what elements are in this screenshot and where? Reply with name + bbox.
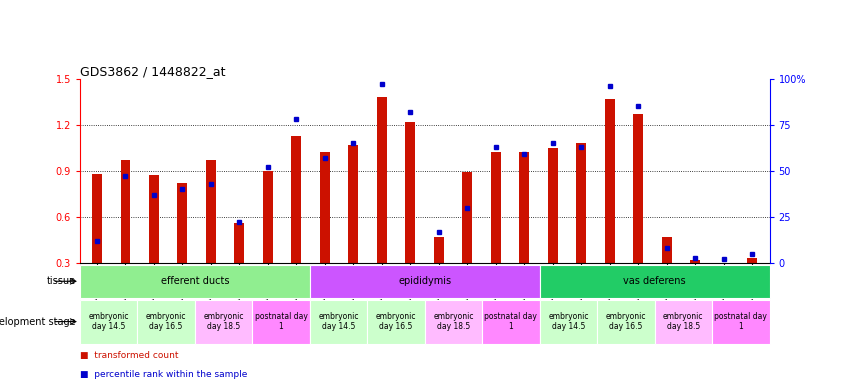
Bar xyxy=(540,265,770,298)
Text: postnatal day
1: postnatal day 1 xyxy=(255,312,308,331)
Text: epididymis: epididymis xyxy=(398,276,452,286)
Bar xyxy=(80,300,137,344)
Bar xyxy=(137,300,195,344)
Text: embryonic
day 18.5: embryonic day 18.5 xyxy=(433,312,473,331)
Text: embryonic
day 14.5: embryonic day 14.5 xyxy=(318,312,359,331)
Bar xyxy=(712,300,770,344)
Bar xyxy=(748,258,758,263)
Bar xyxy=(80,265,309,298)
Bar xyxy=(177,183,188,263)
Text: GDS3862 / 1448822_at: GDS3862 / 1448822_at xyxy=(80,65,225,78)
Bar xyxy=(92,174,102,263)
Bar xyxy=(690,260,701,263)
Text: vas deferens: vas deferens xyxy=(623,276,686,286)
Bar xyxy=(576,143,586,263)
Bar xyxy=(235,223,245,263)
Bar xyxy=(263,171,273,263)
Bar xyxy=(425,300,482,344)
Text: embryonic
day 14.5: embryonic day 14.5 xyxy=(548,312,589,331)
Bar xyxy=(195,300,252,344)
Text: ■  transformed count: ■ transformed count xyxy=(80,351,178,360)
Text: postnatal day
1: postnatal day 1 xyxy=(484,312,537,331)
Bar xyxy=(633,114,643,263)
Bar xyxy=(654,300,712,344)
Bar xyxy=(548,148,558,263)
Bar xyxy=(434,237,444,263)
Text: embryonic
day 14.5: embryonic day 14.5 xyxy=(88,312,129,331)
Text: ■  percentile rank within the sample: ■ percentile rank within the sample xyxy=(80,370,247,379)
Bar xyxy=(252,300,309,344)
Bar xyxy=(520,152,530,263)
Bar xyxy=(292,136,301,263)
Bar xyxy=(309,265,540,298)
Bar xyxy=(482,300,540,344)
Text: embryonic
day 16.5: embryonic day 16.5 xyxy=(145,312,187,331)
Bar xyxy=(491,152,501,263)
Text: postnatal day
1: postnatal day 1 xyxy=(714,312,767,331)
Bar xyxy=(120,160,130,263)
Bar xyxy=(206,160,216,263)
Bar xyxy=(463,172,473,263)
Bar xyxy=(377,97,387,263)
Text: efferent ducts: efferent ducts xyxy=(161,276,229,286)
Bar xyxy=(405,122,415,263)
Text: embryonic
day 16.5: embryonic day 16.5 xyxy=(376,312,416,331)
Bar xyxy=(368,300,425,344)
Text: embryonic
day 16.5: embryonic day 16.5 xyxy=(606,312,646,331)
Bar xyxy=(540,300,597,344)
Bar xyxy=(320,152,330,263)
Bar xyxy=(662,237,672,263)
Text: tissue: tissue xyxy=(46,276,76,286)
Bar xyxy=(309,300,368,344)
Bar xyxy=(605,99,615,263)
Bar xyxy=(597,300,654,344)
Text: embryonic
day 18.5: embryonic day 18.5 xyxy=(204,312,244,331)
Bar xyxy=(348,145,358,263)
Bar xyxy=(149,175,159,263)
Text: development stage: development stage xyxy=(0,316,76,327)
Text: embryonic
day 18.5: embryonic day 18.5 xyxy=(663,312,704,331)
